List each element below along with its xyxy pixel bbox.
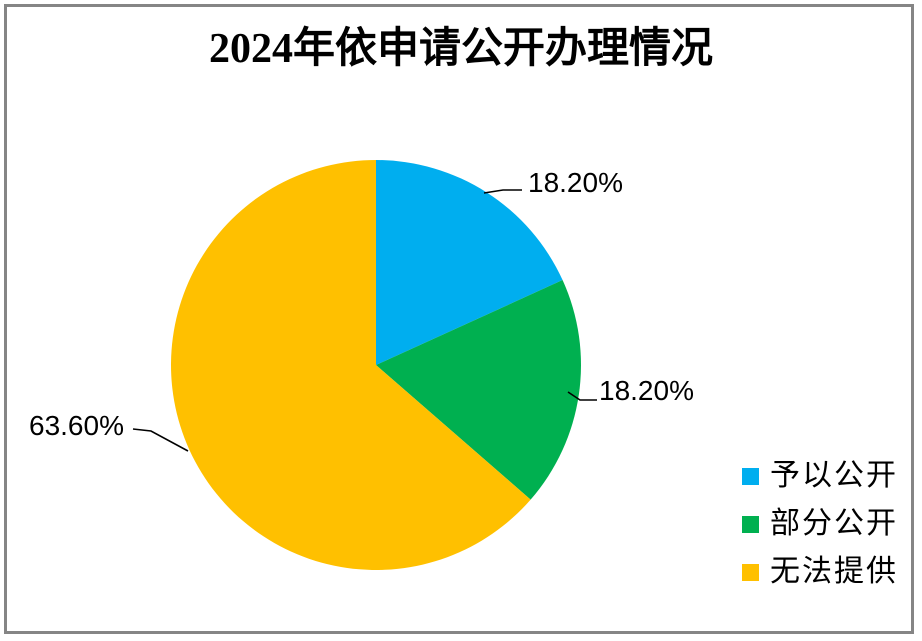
- legend-item: 予以公开: [742, 461, 898, 491]
- chart-title: 2024年依申请公开办理情况: [208, 26, 713, 72]
- pie-slice-1: [376, 160, 563, 365]
- legend-swatch-blue: [742, 467, 759, 485]
- pie-slices: [170, 160, 581, 570]
- leader-line-slice-3: [132, 428, 189, 452]
- legend-item: 无法提供: [742, 557, 898, 587]
- pie-slice-3: [170, 160, 531, 570]
- legend-swatch-green: [742, 515, 759, 533]
- legend: 予以公开 部分公开 无法提供: [742, 461, 898, 605]
- data-label-slice-3: 63.60%: [29, 410, 124, 441]
- pie-slice-2: [376, 280, 581, 500]
- legend-label: 部分公开: [770, 507, 898, 540]
- leader-line-slice-2: [567, 391, 597, 401]
- data-label-slice-1: 18.20%: [528, 167, 623, 198]
- legend-swatch-yellow: [742, 563, 759, 581]
- legend-label: 予以公开: [770, 459, 898, 492]
- leader-line-slice-1: [483, 189, 522, 194]
- legend-item: 部分公开: [742, 509, 898, 539]
- legend-label: 无法提供: [770, 555, 898, 588]
- data-label-slice-2: 18.20%: [599, 375, 694, 406]
